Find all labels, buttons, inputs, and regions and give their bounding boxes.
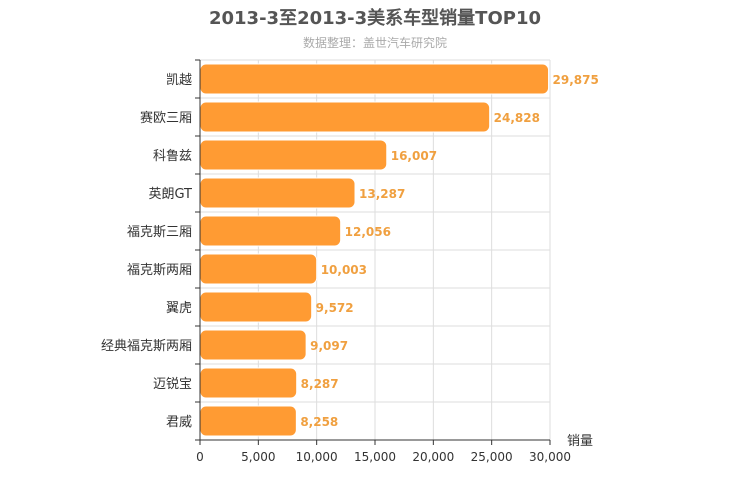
bars bbox=[199, 63, 550, 437]
x-tick-label: 0 bbox=[196, 450, 204, 464]
bar bbox=[199, 253, 318, 285]
bar bbox=[199, 101, 491, 133]
x-tick-label: 25,000 bbox=[471, 450, 513, 464]
chart-title: 2013-3至2013-3美系车型销量TOP10 bbox=[209, 7, 541, 29]
category-label: 经典福克斯两厢 bbox=[101, 339, 192, 354]
value-label: 10,003 bbox=[321, 263, 367, 277]
x-tick-label: 15,000 bbox=[354, 450, 396, 464]
bar bbox=[199, 405, 297, 437]
category-label: 福克斯两厢 bbox=[127, 263, 192, 278]
value-label: 8,258 bbox=[300, 415, 338, 429]
category-label: 凯越 bbox=[166, 73, 192, 88]
value-label: 16,007 bbox=[391, 149, 437, 163]
value-label: 9,572 bbox=[316, 301, 354, 315]
value-label: 13,287 bbox=[359, 187, 405, 201]
category-label: 科鲁兹 bbox=[153, 149, 192, 164]
value-label: 9,097 bbox=[310, 339, 348, 353]
category-label: 福克斯三厢 bbox=[127, 225, 192, 240]
x-axis-name: 销量 bbox=[567, 434, 593, 449]
category-label: 赛欧三厢 bbox=[140, 110, 192, 126]
category-label: 迈锐宝 bbox=[153, 377, 192, 392]
bar bbox=[199, 367, 298, 399]
x-tick-label: 20,000 bbox=[412, 450, 454, 464]
x-tick-label: 10,000 bbox=[296, 450, 338, 464]
bar bbox=[199, 329, 307, 361]
value-label: 8,287 bbox=[301, 377, 339, 391]
value-label: 29,875 bbox=[553, 73, 599, 87]
x-tick-label: 5,000 bbox=[241, 450, 275, 464]
category-label: 君威 bbox=[166, 415, 192, 430]
bar bbox=[199, 215, 342, 247]
bar bbox=[199, 139, 388, 171]
labels: 凯越 29,875 赛欧三厢 24,828 科鲁兹 16,007 英朗GT 13,287 福克斯… bbox=[101, 73, 599, 430]
value-label: 12,056 bbox=[345, 225, 391, 239]
x-tick-label: 30,000 bbox=[529, 450, 571, 464]
bar bbox=[199, 291, 313, 323]
category-label: 英朗GT bbox=[148, 187, 192, 202]
category-label: 翼虎 bbox=[166, 301, 192, 316]
chart-subtitle: 数据整理：盖世汽车研究院 bbox=[303, 35, 447, 50]
bar bbox=[199, 177, 356, 209]
bar bbox=[199, 63, 550, 95]
value-label: 24,828 bbox=[494, 111, 540, 125]
axes: 0 5,000 10,000 15,000 20,000 25,000 30,000 bbox=[195, 59, 571, 464]
